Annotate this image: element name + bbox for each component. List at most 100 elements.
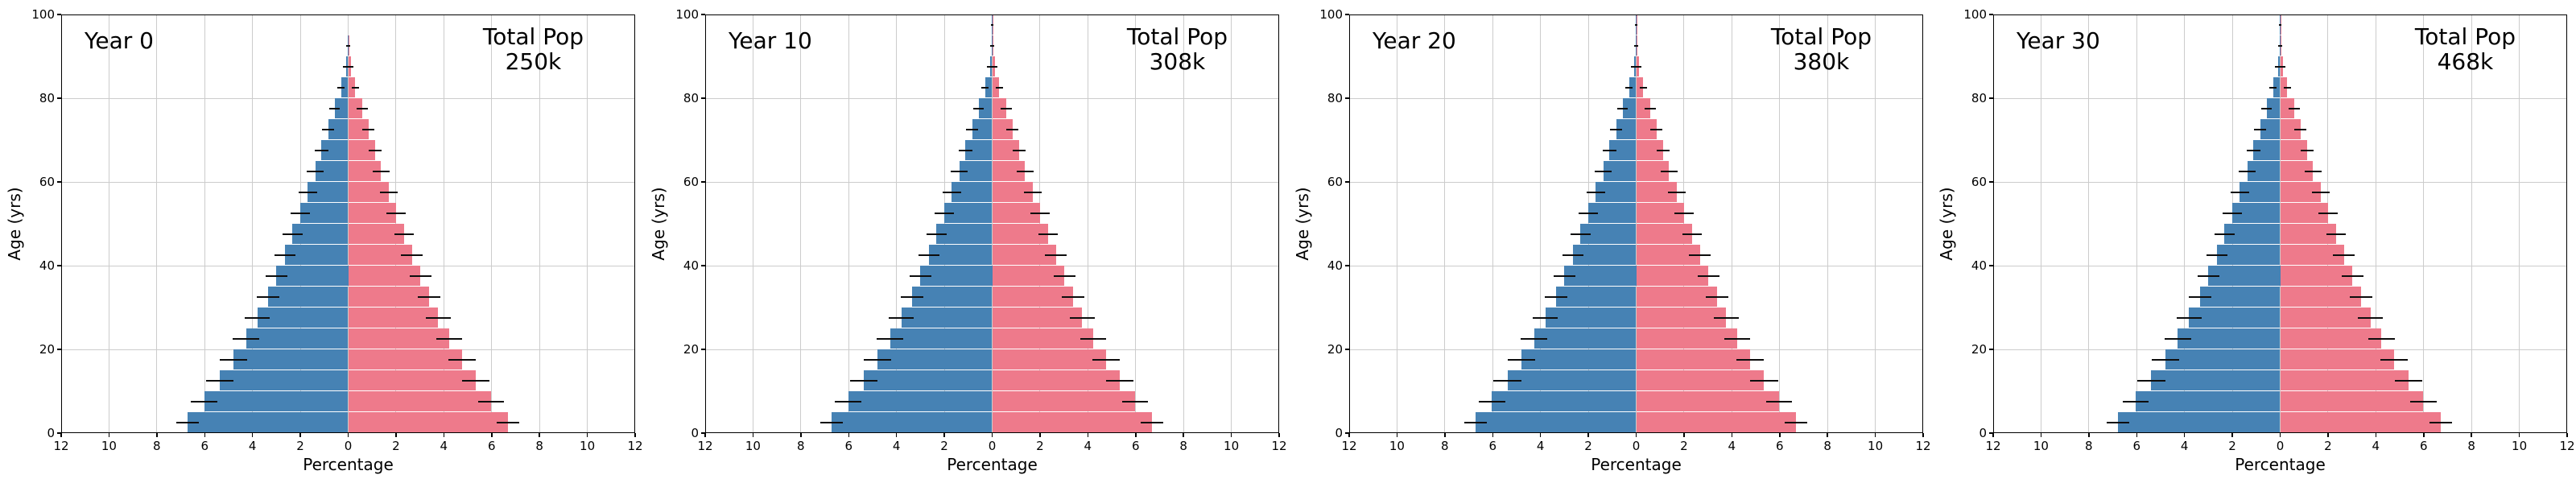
female-error-bar — [1639, 86, 1647, 89]
male-bar — [2118, 412, 2281, 432]
y-tick-mark — [1989, 14, 1993, 15]
male-bar — [848, 391, 993, 411]
total-pop-line2: 468k — [2437, 48, 2494, 75]
y-tick-label: 40 — [39, 258, 55, 273]
female-error-bar — [372, 170, 390, 173]
male-error-bar — [1479, 400, 1505, 403]
gridline-vertical — [1231, 14, 1232, 433]
female-bar — [2280, 328, 2382, 349]
female-bar — [1636, 349, 1750, 369]
gridline-vertical — [896, 14, 898, 433]
female-bar — [992, 328, 1094, 349]
x-tick-mark — [1087, 433, 1089, 437]
y-tick-mark — [1345, 349, 1349, 350]
male-bar — [267, 287, 349, 307]
female-error-bar — [1750, 379, 1778, 382]
y-tick-label: 60 — [39, 175, 55, 189]
female-bar — [992, 98, 1006, 118]
female-bar — [992, 266, 1065, 286]
male-bar — [1545, 308, 1637, 328]
y-tick-mark — [701, 14, 705, 15]
gridline-vertical — [2136, 14, 2137, 433]
x-tick-mark — [2231, 433, 2233, 437]
female-error-bar — [351, 86, 359, 89]
male-error-bar — [1587, 191, 1605, 194]
y-tick-label: 0 — [1335, 426, 1343, 440]
female-bar — [2280, 308, 2371, 328]
female-error-bar — [394, 233, 415, 236]
male-error-bar — [1630, 65, 1637, 68]
male-bar — [2151, 370, 2281, 390]
y-tick-mark — [1989, 432, 1993, 434]
female-error-bar — [1069, 316, 1095, 320]
female-error-bar — [1650, 128, 1663, 131]
gridline-vertical — [2423, 14, 2425, 433]
female-error-bar — [1012, 149, 1026, 152]
x-tick-mark — [443, 433, 445, 437]
y-tick-mark — [701, 432, 705, 434]
male-bar — [246, 328, 349, 349]
female-bar — [2280, 287, 2361, 307]
male-bar — [890, 328, 993, 349]
male-error-bar — [1493, 379, 1521, 382]
female-error-bar — [356, 107, 368, 110]
x-tick-label: 0 — [2276, 439, 2285, 453]
female-error-bar — [448, 358, 476, 361]
y-tick-mark — [1989, 265, 1993, 266]
total-pop-annotation: Total Pop 308k — [1127, 24, 1228, 74]
x-tick-label: 4 — [892, 439, 901, 453]
female-bar — [1636, 98, 1650, 118]
male-bar — [2178, 328, 2281, 349]
male-error-bar — [1544, 295, 1567, 299]
female-error-bar — [2410, 400, 2437, 403]
male-error-bar — [935, 212, 954, 215]
female-error-bar — [2279, 23, 2281, 27]
x-tick-label: 4 — [2180, 439, 2189, 453]
male-error-bar — [265, 275, 288, 278]
x-axis-label: Percentage — [303, 455, 394, 474]
y-tick-label: 20 — [1971, 342, 1987, 357]
male-error-bar — [1570, 233, 1591, 236]
female-error-bar — [995, 86, 1003, 89]
y-tick-label: 100 — [1963, 7, 1987, 22]
female-error-bar — [2318, 212, 2339, 215]
female-error-bar — [1724, 337, 1751, 341]
x-tick-mark — [539, 433, 540, 437]
x-tick-label: 2 — [296, 439, 304, 453]
x-tick-label: 8 — [535, 439, 543, 453]
male-error-bar — [337, 86, 345, 89]
x-tick-label: 12 — [627, 439, 643, 453]
male-error-bar — [282, 233, 303, 236]
female-bar — [2280, 370, 2409, 390]
female-error-bar — [1713, 316, 1739, 320]
x-tick-label: 6 — [200, 439, 209, 453]
x-tick-mark — [1683, 433, 1685, 437]
male-bar — [2165, 349, 2281, 369]
x-tick-label: 2 — [1680, 439, 1688, 453]
y-tick-mark — [57, 97, 61, 99]
female-bar — [2280, 266, 2353, 286]
female-error-bar — [2380, 358, 2409, 361]
x-tick-mark — [1039, 433, 1041, 437]
x-tick-label: 2 — [1584, 439, 1592, 453]
y-tick-mark — [701, 349, 705, 350]
x-tick-mark — [895, 433, 898, 437]
x-tick-mark — [586, 433, 588, 437]
female-error-bar — [2279, 44, 2283, 47]
female-error-bar — [496, 421, 519, 424]
y-tick-mark — [1345, 265, 1349, 266]
gridline-vertical — [156, 14, 158, 433]
y-tick-label: 60 — [1327, 175, 1343, 189]
female-error-bar — [1736, 358, 1764, 361]
total-pop-annotation: Total Pop 250k — [483, 24, 584, 74]
gridline-vertical — [848, 14, 849, 433]
y-tick-mark — [701, 265, 705, 266]
female-bar — [2280, 391, 2424, 411]
male-error-bar — [2151, 358, 2179, 361]
male-error-bar — [205, 379, 234, 382]
female-error-bar — [2283, 86, 2291, 89]
y-tick-label: 100 — [31, 7, 55, 22]
y-tick-label: 100 — [1319, 7, 1343, 22]
female-error-bar — [362, 128, 375, 131]
x-tick-label: 12 — [2559, 439, 2575, 453]
